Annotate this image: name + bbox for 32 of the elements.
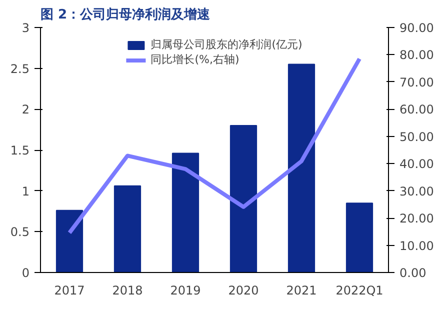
bar (172, 152, 200, 272)
legend-label: 同比增长(%,右轴) (150, 52, 240, 67)
y-tick-label: 2.5 (10, 62, 30, 76)
bar (346, 202, 374, 272)
y-tick-label: 0 (22, 266, 30, 280)
y2-tick-label: 90.00 (400, 21, 434, 35)
y2-tick-label: 80.00 (400, 48, 434, 62)
bar (230, 125, 258, 272)
x-tick-label: 2020 (228, 284, 259, 298)
x-tick-label: 2017 (54, 284, 85, 298)
y2-tick-label: 40.00 (400, 157, 434, 172)
y-tick-label: 1 (22, 184, 30, 198)
y2-tick-label: 60.00 (400, 102, 434, 117)
bar (114, 185, 142, 272)
x-tick-label: 2021 (286, 284, 317, 298)
y2-tick-label: 50.00 (400, 130, 434, 144)
bar (56, 210, 84, 272)
x-tick-label: 2019 (170, 284, 201, 298)
y2-tick-label: 70.00 (400, 75, 434, 90)
bar (288, 64, 316, 272)
y-tick-label: 2 (22, 102, 30, 117)
y-tick-label: 0.5 (10, 225, 30, 240)
y-tick-label: 3 (22, 21, 30, 35)
x-tick-label: 2022Q1 (336, 284, 384, 298)
y2-tick-label: 30.00 (400, 184, 434, 198)
y2-tick-label: 0.00 (400, 266, 426, 280)
y2-tick-label: 10.00 (400, 238, 434, 253)
x-tick-label: 2018 (112, 284, 143, 298)
y-tick-label: 1.5 (10, 144, 30, 158)
legend-label: 归属母公司股东的净利润(亿元) (150, 37, 302, 52)
chart-title: 图 2：公司归母净利润及增速 (40, 6, 212, 22)
y2-tick-label: 20.00 (400, 212, 434, 226)
